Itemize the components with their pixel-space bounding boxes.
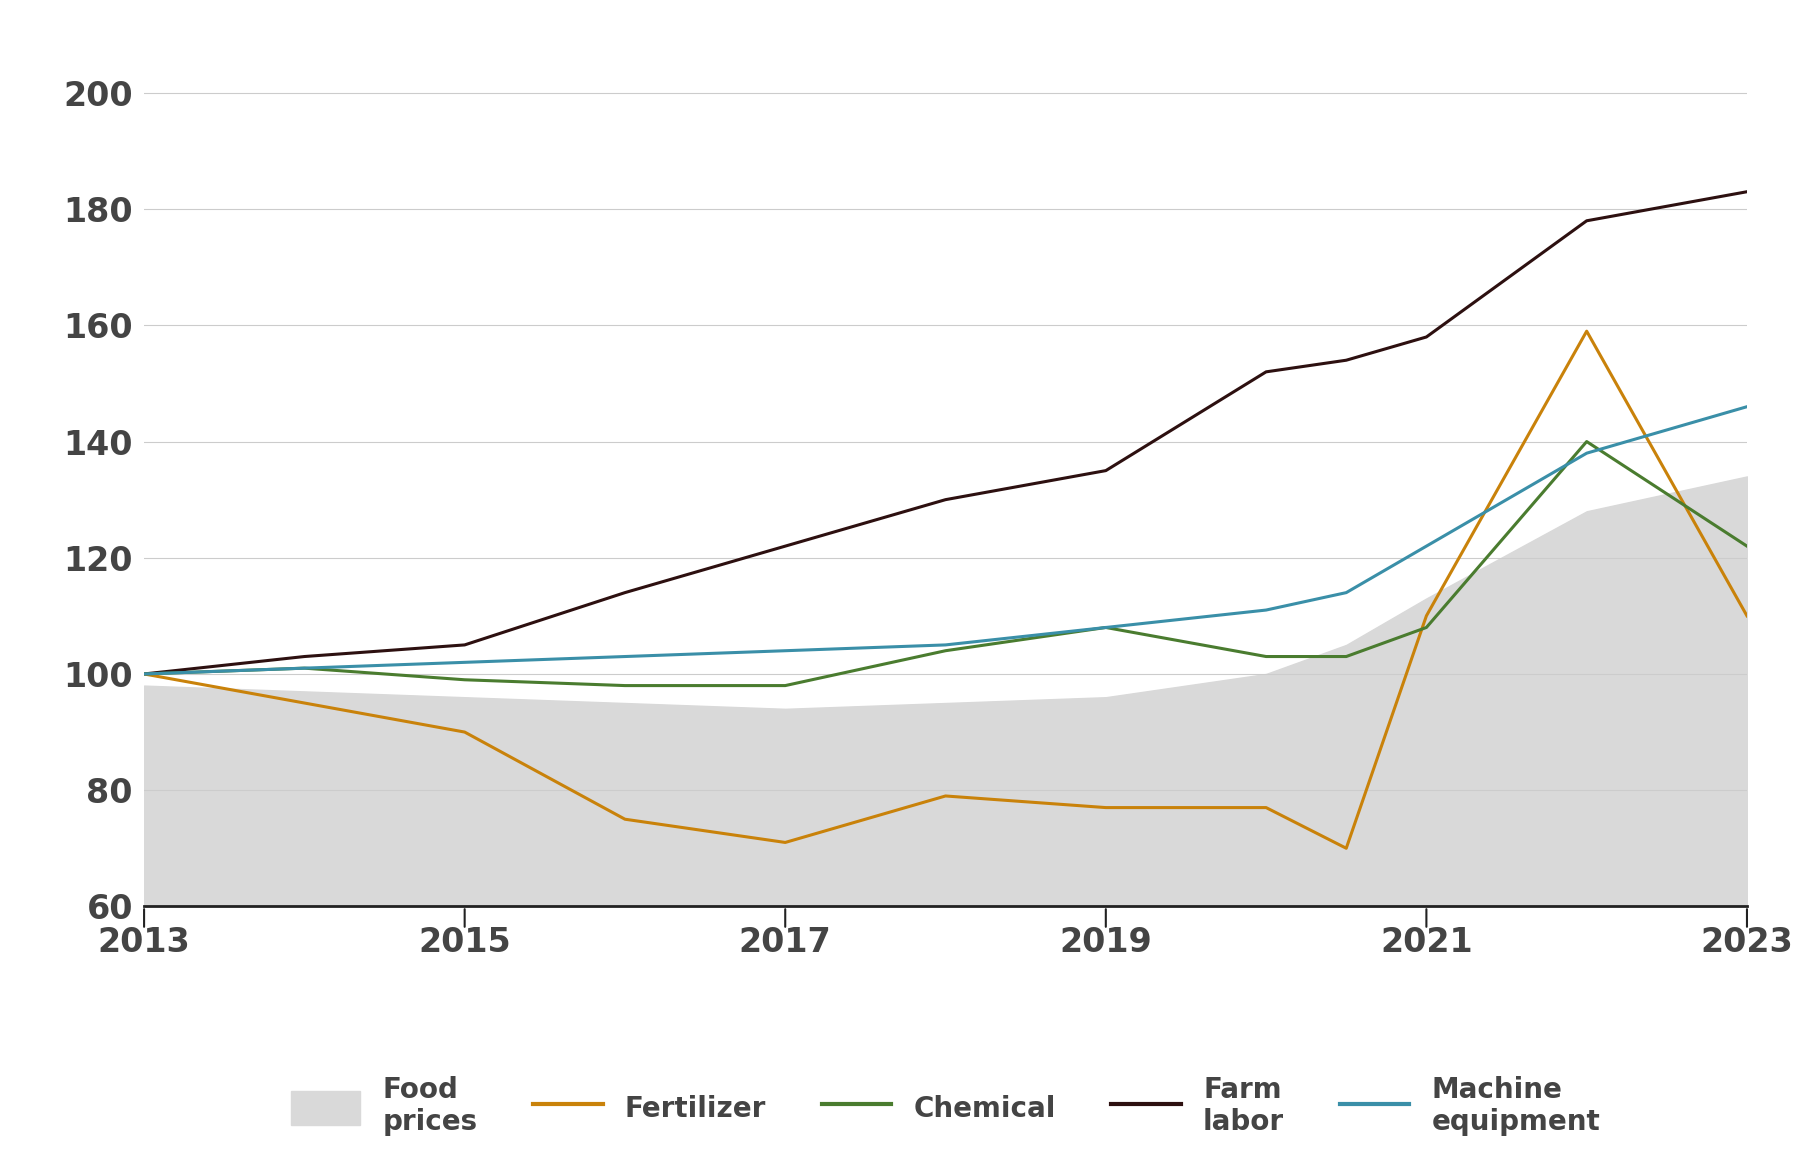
Legend: Food
prices, Fertilizer, Chemical, Farm
labor, Machine
equipment: Food prices, Fertilizer, Chemical, Farm … <box>292 1076 1599 1136</box>
